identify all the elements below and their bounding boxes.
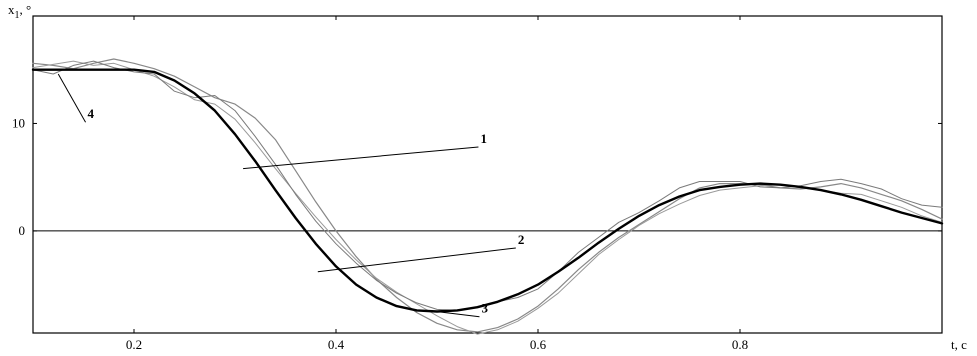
plot-frame [32, 15, 943, 334]
curve-leader-line [426, 309, 480, 318]
curve-leader-line [243, 146, 479, 170]
series-line-4 [32, 60, 943, 311]
y-axis-label-unit: , ° [20, 2, 32, 17]
curve-label: 4 [88, 106, 95, 121]
y-axis-label-subscript: 1 [15, 10, 20, 21]
curve-leader-line [317, 247, 516, 273]
curve-label: 2 [518, 232, 525, 247]
x-tick-label: 0.2 [126, 337, 142, 352]
x-tick-label: 0.8 [732, 337, 748, 352]
series-line-3 [31, 68, 944, 313]
x-tick-label: 0.4 [328, 337, 345, 352]
curve-label: 3 [481, 301, 488, 316]
annotation-layer: 1 2 3 4 [57, 73, 525, 318]
series-layer [31, 58, 944, 335]
x-tick-label: 0.6 [530, 337, 547, 352]
series-line-1 [32, 58, 943, 333]
curve-label: 1 [480, 131, 487, 146]
series-line-2 [32, 60, 943, 335]
curve-leader-line [57, 73, 86, 123]
y-tick-label: 0 [19, 223, 26, 238]
y-tick-label: 10 [12, 115, 25, 130]
y-axis-label-main: x [8, 2, 15, 17]
x-axis-label: t, c [951, 337, 967, 352]
y-axis-label: x1, ° [8, 2, 31, 21]
